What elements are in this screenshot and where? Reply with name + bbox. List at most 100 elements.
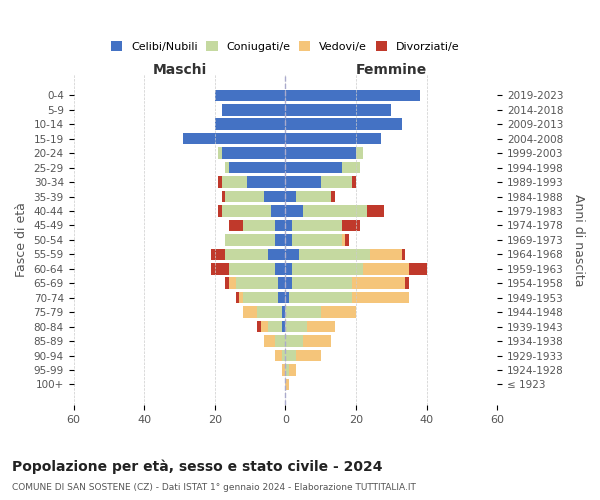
Bar: [299, 248, 370, 260]
Bar: [257, 306, 282, 318]
Bar: [211, 263, 229, 274]
Bar: [243, 306, 257, 318]
Bar: [409, 263, 427, 274]
Bar: [286, 133, 380, 144]
Bar: [286, 205, 303, 217]
Bar: [275, 263, 286, 274]
Bar: [268, 248, 286, 260]
Bar: [286, 162, 342, 173]
Bar: [303, 205, 367, 217]
Bar: [268, 321, 282, 332]
Bar: [286, 190, 296, 202]
Bar: [282, 321, 286, 332]
Bar: [222, 104, 286, 116]
Bar: [226, 162, 229, 173]
Bar: [286, 148, 356, 159]
Bar: [229, 162, 286, 173]
Bar: [286, 118, 402, 130]
Bar: [236, 278, 278, 289]
Bar: [226, 190, 264, 202]
Bar: [264, 336, 275, 347]
Bar: [282, 306, 286, 318]
Bar: [260, 321, 268, 332]
Bar: [296, 190, 331, 202]
Bar: [286, 104, 391, 116]
Bar: [215, 90, 286, 101]
Bar: [286, 350, 296, 362]
Text: COMUNE DI SAN SOSTENE (CZ) - Dati ISTAT 1° gennaio 2024 - Elaborazione TUTTITALI: COMUNE DI SAN SOSTENE (CZ) - Dati ISTAT …: [12, 482, 416, 492]
Bar: [331, 190, 335, 202]
Bar: [229, 263, 275, 274]
Bar: [243, 220, 275, 231]
Bar: [320, 306, 356, 318]
Bar: [286, 220, 292, 231]
Bar: [229, 278, 236, 289]
Text: Maschi: Maschi: [152, 62, 206, 76]
Bar: [286, 234, 292, 245]
Bar: [282, 350, 286, 362]
Bar: [222, 190, 226, 202]
Bar: [271, 205, 286, 217]
Bar: [286, 278, 292, 289]
Bar: [289, 292, 352, 304]
Bar: [286, 336, 303, 347]
Bar: [286, 306, 320, 318]
Bar: [183, 133, 286, 144]
Bar: [346, 234, 349, 245]
Bar: [292, 263, 363, 274]
Bar: [356, 148, 363, 159]
Bar: [222, 148, 286, 159]
Bar: [257, 321, 260, 332]
Bar: [275, 336, 286, 347]
Bar: [286, 378, 289, 390]
Bar: [286, 176, 320, 188]
Bar: [320, 176, 352, 188]
Y-axis label: Anni di nascita: Anni di nascita: [572, 194, 585, 286]
Text: Popolazione per età, sesso e stato civile - 2024: Popolazione per età, sesso e stato civil…: [12, 460, 383, 474]
Bar: [352, 278, 406, 289]
Bar: [275, 234, 286, 245]
Bar: [222, 176, 247, 188]
Bar: [292, 220, 342, 231]
Bar: [218, 176, 222, 188]
Bar: [247, 176, 286, 188]
Bar: [342, 162, 359, 173]
Bar: [286, 321, 307, 332]
Bar: [402, 248, 406, 260]
Bar: [286, 292, 289, 304]
Bar: [275, 350, 282, 362]
Bar: [370, 248, 402, 260]
Bar: [352, 176, 356, 188]
Bar: [286, 364, 289, 376]
Bar: [296, 350, 320, 362]
Bar: [286, 90, 419, 101]
Bar: [307, 321, 335, 332]
Y-axis label: Fasce di età: Fasce di età: [15, 202, 28, 278]
Bar: [278, 292, 286, 304]
Text: Femmine: Femmine: [356, 62, 427, 76]
Bar: [229, 220, 243, 231]
Bar: [236, 292, 239, 304]
Bar: [226, 248, 268, 260]
Bar: [406, 278, 409, 289]
Bar: [264, 190, 286, 202]
Bar: [275, 220, 286, 231]
Bar: [286, 263, 292, 274]
Bar: [292, 234, 342, 245]
Bar: [239, 292, 243, 304]
Bar: [222, 205, 271, 217]
Bar: [278, 278, 286, 289]
Legend: Celibi/Nubili, Coniugati/e, Vedovi/e, Divorziati/e: Celibi/Nubili, Coniugati/e, Vedovi/e, Di…: [107, 37, 464, 56]
Bar: [363, 263, 409, 274]
Bar: [226, 234, 275, 245]
Bar: [292, 278, 352, 289]
Bar: [282, 364, 286, 376]
Bar: [367, 205, 384, 217]
Bar: [215, 118, 286, 130]
Bar: [352, 292, 409, 304]
Bar: [211, 248, 226, 260]
Bar: [289, 364, 296, 376]
Bar: [342, 234, 346, 245]
Bar: [226, 278, 229, 289]
Bar: [243, 292, 278, 304]
